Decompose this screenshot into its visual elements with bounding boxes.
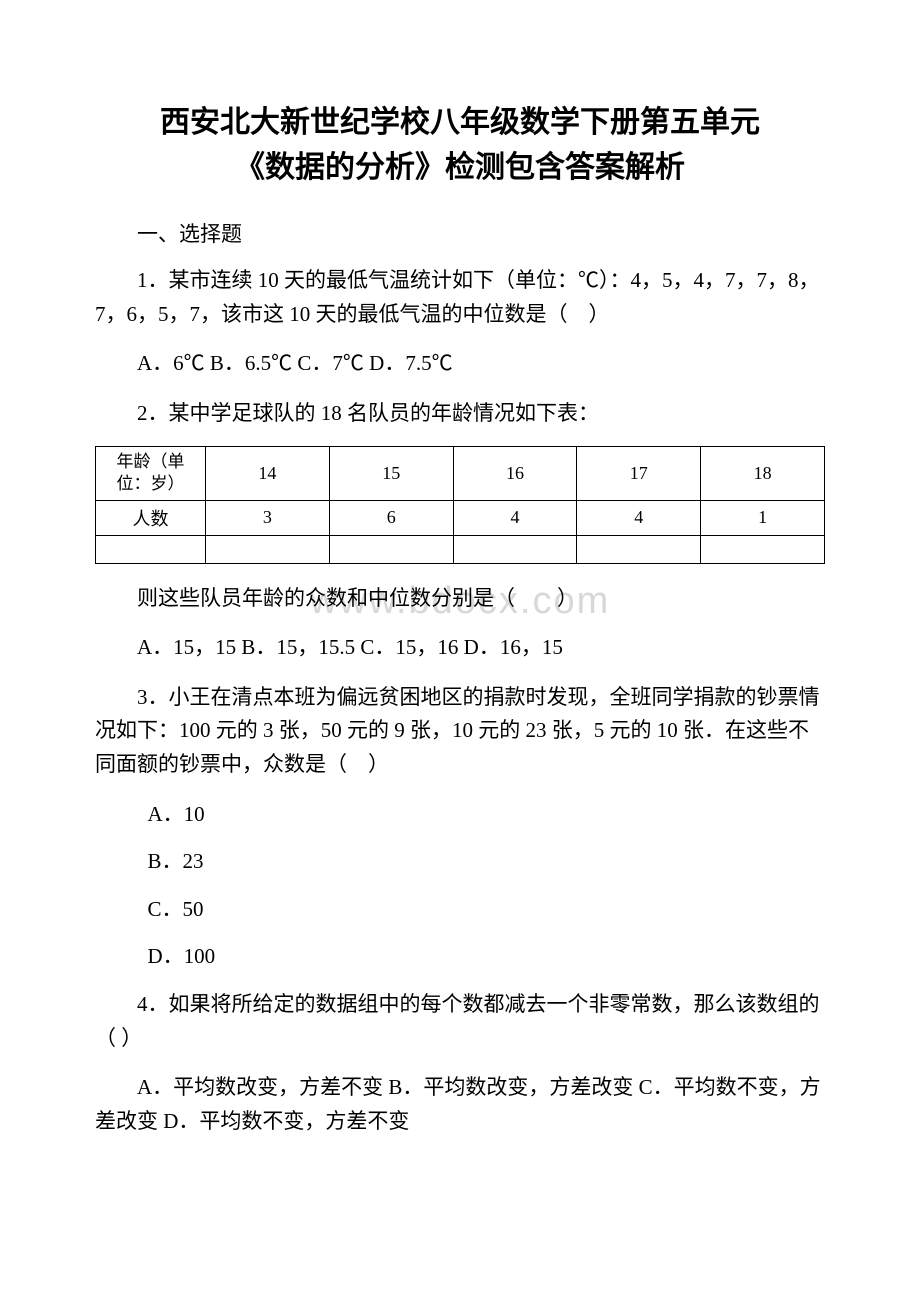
empty-cell: [577, 535, 701, 563]
age-header-cell: 年龄（单位：岁）: [96, 447, 206, 500]
count-cell: 3: [206, 500, 330, 535]
section-header: 一、选择题: [95, 218, 825, 248]
count-cell: 4: [453, 500, 577, 535]
age-cell: 17: [577, 447, 701, 500]
question-1-text: 1．某市连续 10 天的最低气温统计如下（单位：℃）：4，5，4，7，7，8，7…: [95, 264, 825, 331]
question-3-text: 3．小王在清点本班为偏远贫困地区的捐款时发现，全班同学捐款的钞票情况如下：100…: [95, 681, 825, 782]
table-row-empty: [96, 535, 825, 563]
table-row: 年龄（单位：岁） 14 15 16 17 18: [96, 447, 825, 500]
question-2-text: 2．某中学足球队的 18 名队员的年龄情况如下表：: [95, 397, 825, 431]
question-1-options: A．6℃ B．6.5℃ C．7℃ D．7.5℃: [95, 347, 825, 381]
question-4-text: 4．如果将所给定的数据组中的每个数都减去一个非零常数，那么该数组的 （ ）: [95, 988, 825, 1055]
question-3-option-c: C．50: [95, 893, 825, 927]
age-cell: 15: [329, 447, 453, 500]
question-4-options: A．平均数改变，方差不变 B．平均数改变，方差改变 C．平均数不变，方差改变 D…: [95, 1071, 825, 1138]
empty-cell: [701, 535, 825, 563]
count-cell: 4: [577, 500, 701, 535]
question-3-option-a: A．10: [95, 798, 825, 832]
table-row: 人数 3 6 4 4 1: [96, 500, 825, 535]
age-cell: 16: [453, 447, 577, 500]
age-table: 年龄（单位：岁） 14 15 16 17 18 人数 3 6 4 4 1: [95, 446, 825, 563]
empty-cell: [453, 535, 577, 563]
count-cell: 6: [329, 500, 453, 535]
question-3-option-d: D．100: [95, 940, 825, 974]
count-header-cell: 人数: [96, 500, 206, 535]
title-line-2: 《数据的分析》检测包含答案解析: [235, 151, 685, 184]
empty-cell: [329, 535, 453, 563]
empty-cell: [206, 535, 330, 563]
question-3-option-b: B．23: [95, 845, 825, 879]
empty-cell: [96, 535, 206, 563]
count-cell: 1: [701, 500, 825, 535]
question-2-options: A．15，15 B．15，15.5 C．15，16 D．16，15: [95, 631, 825, 665]
title-line-1: 西安北大新世纪学校八年级数学下册第五单元: [160, 106, 760, 139]
main-title: 西安北大新世纪学校八年级数学下册第五单元 《数据的分析》检测包含答案解析: [95, 100, 825, 190]
age-cell: 14: [206, 447, 330, 500]
age-cell: 18: [701, 447, 825, 500]
document-content: 西安北大新世纪学校八年级数学下册第五单元 《数据的分析》检测包含答案解析 一、选…: [95, 100, 825, 1138]
question-2-followup: 则这些队员年龄的众数和中位数分别是（ ）: [95, 582, 825, 616]
